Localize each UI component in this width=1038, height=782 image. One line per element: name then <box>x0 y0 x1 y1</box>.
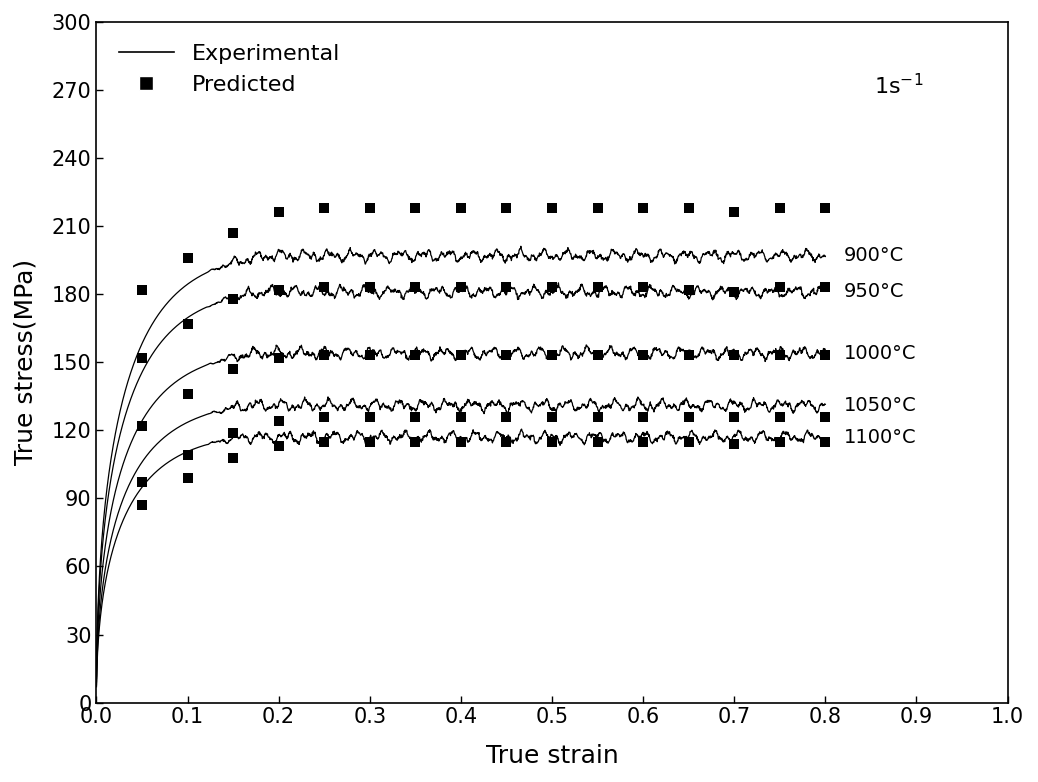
Point <box>407 411 424 423</box>
Point <box>270 283 286 296</box>
Point <box>680 436 696 448</box>
Point <box>771 350 788 362</box>
Point <box>817 350 834 362</box>
Text: 950°C: 950°C <box>844 282 904 301</box>
X-axis label: True strain: True strain <box>486 744 619 768</box>
Point <box>817 202 834 214</box>
Point <box>453 436 469 448</box>
Point <box>498 202 515 214</box>
Point <box>407 350 424 362</box>
Point <box>771 411 788 423</box>
Point <box>590 350 606 362</box>
Point <box>771 281 788 293</box>
Point <box>361 202 378 214</box>
Point <box>635 202 652 214</box>
Point <box>544 436 561 448</box>
Point <box>726 285 742 298</box>
Point <box>771 436 788 448</box>
Point <box>134 283 151 296</box>
Text: 900°C: 900°C <box>844 246 904 265</box>
Point <box>726 438 742 450</box>
Point <box>453 411 469 423</box>
Point <box>544 350 561 362</box>
Point <box>361 281 378 293</box>
Point <box>270 415 286 428</box>
Point <box>544 202 561 214</box>
Point <box>316 281 332 293</box>
Point <box>225 451 242 464</box>
Point <box>590 202 606 214</box>
Point <box>498 411 515 423</box>
Point <box>498 350 515 362</box>
Point <box>134 499 151 511</box>
Point <box>407 436 424 448</box>
Text: 1050°C: 1050°C <box>844 396 917 414</box>
Point <box>453 202 469 214</box>
Point <box>544 281 561 293</box>
Point <box>316 350 332 362</box>
Point <box>498 436 515 448</box>
Point <box>225 292 242 305</box>
Point <box>771 202 788 214</box>
Point <box>726 350 742 362</box>
Point <box>270 440 286 453</box>
Text: 1100°C: 1100°C <box>844 428 917 447</box>
Point <box>407 281 424 293</box>
Point <box>361 350 378 362</box>
Point <box>817 411 834 423</box>
Point <box>134 419 151 432</box>
Text: 1s$^{-1}$: 1s$^{-1}$ <box>874 73 923 98</box>
Point <box>180 472 196 484</box>
Point <box>180 388 196 400</box>
Y-axis label: True stress(MPa): True stress(MPa) <box>13 259 38 465</box>
Point <box>453 281 469 293</box>
Point <box>544 411 561 423</box>
Point <box>361 436 378 448</box>
Point <box>407 202 424 214</box>
Point <box>316 436 332 448</box>
Point <box>817 281 834 293</box>
Point <box>680 283 696 296</box>
Point <box>680 202 696 214</box>
Point <box>361 411 378 423</box>
Point <box>180 252 196 264</box>
Point <box>635 436 652 448</box>
Point <box>817 436 834 448</box>
Point <box>180 449 196 461</box>
Point <box>635 411 652 423</box>
Point <box>225 426 242 439</box>
Point <box>635 350 652 362</box>
Point <box>270 351 286 364</box>
Point <box>270 206 286 219</box>
Point <box>225 227 242 239</box>
Point <box>180 317 196 330</box>
Point <box>635 281 652 293</box>
Point <box>590 411 606 423</box>
Point <box>590 281 606 293</box>
Point <box>453 350 469 362</box>
Point <box>498 281 515 293</box>
Point <box>316 202 332 214</box>
Point <box>316 411 332 423</box>
Text: 1000°C: 1000°C <box>844 343 917 363</box>
Point <box>134 476 151 489</box>
Point <box>590 436 606 448</box>
Point <box>225 363 242 375</box>
Legend: Experimental, Predicted: Experimental, Predicted <box>108 33 352 106</box>
Point <box>134 351 151 364</box>
Point <box>726 206 742 219</box>
Point <box>680 350 696 362</box>
Point <box>680 411 696 423</box>
Point <box>726 411 742 423</box>
